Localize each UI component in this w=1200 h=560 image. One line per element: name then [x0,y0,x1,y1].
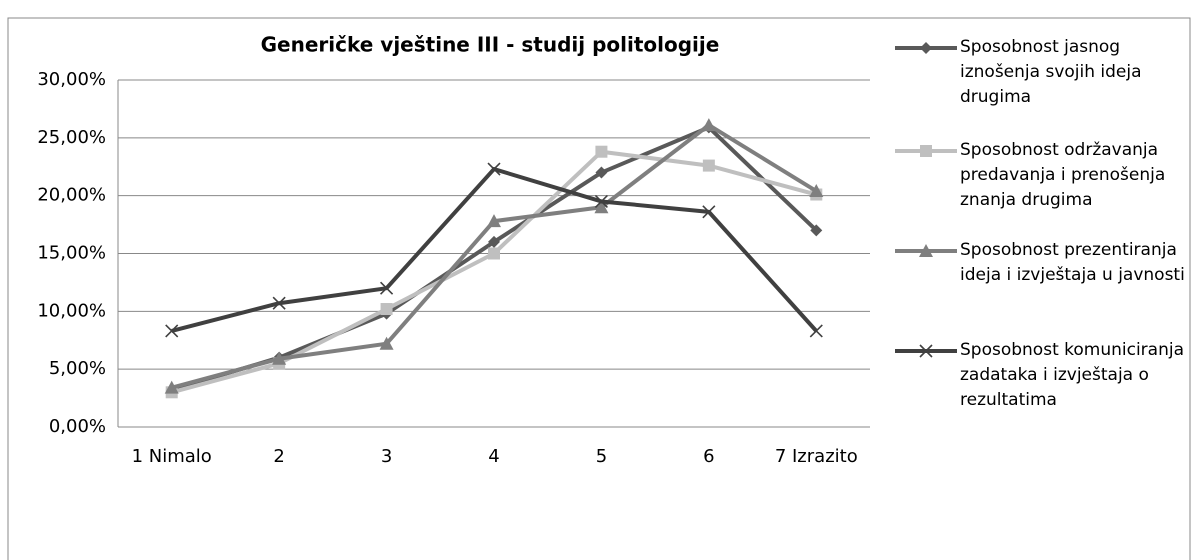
x-tick-label: 7 Izrazito [775,446,858,467]
point [809,324,823,338]
point [595,166,608,179]
x-tick-label: 1 Nimalo [132,446,212,467]
point [165,324,179,338]
legend-marker [919,244,933,257]
y-tick-label: 30,00% [37,69,106,90]
point [379,336,394,350]
y-tick-label: 0,00% [49,416,106,437]
point [164,380,179,394]
point [487,162,501,176]
point [595,145,608,158]
point [380,303,393,316]
legend-marker [920,145,932,157]
point [272,351,287,365]
point [809,184,824,198]
x-tick-label: 3 [381,446,392,467]
chart-frame [7,17,1191,560]
x-tick-label: 2 [273,446,284,467]
point [701,118,716,132]
point [487,214,501,228]
legend-label: Sposobnost komuniciranja zadataka i izvj… [960,340,1184,410]
y-tick-label: 15,00% [37,243,106,264]
legend-label: Sposobnost jasnog iznošenja svojih ideja… [960,37,1142,107]
point [594,194,608,209]
point [594,200,609,214]
legend-marker [920,42,932,54]
point [380,281,394,295]
point [272,296,286,310]
legend-label: Sposobnost održavanja predavanja i preno… [960,140,1166,210]
x-tick-label: 5 [596,446,607,467]
y-tick-label: 5,00% [49,358,106,379]
legend-marker [919,344,933,358]
y-tick-label: 25,00% [37,127,106,148]
point [702,205,716,219]
x-tick-label: 4 [488,446,499,467]
point [488,247,500,260]
point [810,224,823,237]
y-tick-label: 10,00% [37,300,106,321]
x-tick-label: 6 [703,446,714,467]
chart-title: Generičke vještine III - studij politolo… [261,33,720,57]
legend-label: Sposobnost prezentiranja ideja i izvješt… [960,240,1185,285]
y-tick-label: 20,00% [37,185,106,206]
point [702,159,715,172]
point [488,235,500,248]
